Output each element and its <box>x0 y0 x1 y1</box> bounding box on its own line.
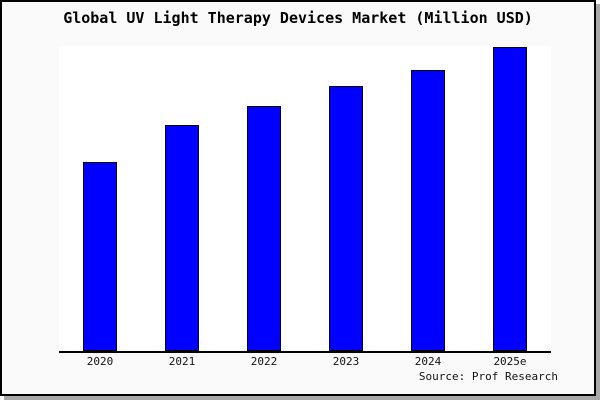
x-axis-labels: 2020 2021 2022 2023 2024 2025e <box>59 355 551 368</box>
x-tick-label-2021: 2021 <box>168 355 196 368</box>
source-note: Source: Prof Research <box>418 370 558 383</box>
bar-slot <box>59 46 141 351</box>
x-tick-label-2023: 2023 <box>332 355 360 368</box>
bar-2020 <box>83 162 117 351</box>
bar-slot <box>469 46 551 351</box>
bar-slot <box>387 46 469 351</box>
bars <box>59 46 551 351</box>
chart-title: Global UV Light Therapy Devices Market (… <box>63 9 533 27</box>
bar-2022 <box>247 106 281 351</box>
plot-area <box>59 46 551 353</box>
bar-2024 <box>411 70 445 351</box>
bar-2021 <box>165 125 199 351</box>
bar-slot <box>305 46 387 351</box>
x-tick-label-2025e: 2025e <box>493 355 527 368</box>
bar-slot <box>223 46 305 351</box>
bar-2023 <box>329 86 363 351</box>
x-tick-label-2024: 2024 <box>414 355 442 368</box>
x-tick-label-2022: 2022 <box>250 355 278 368</box>
bar-2025e <box>493 47 527 351</box>
x-tick-label-2020: 2020 <box>86 355 114 368</box>
bar-slot <box>141 46 223 351</box>
